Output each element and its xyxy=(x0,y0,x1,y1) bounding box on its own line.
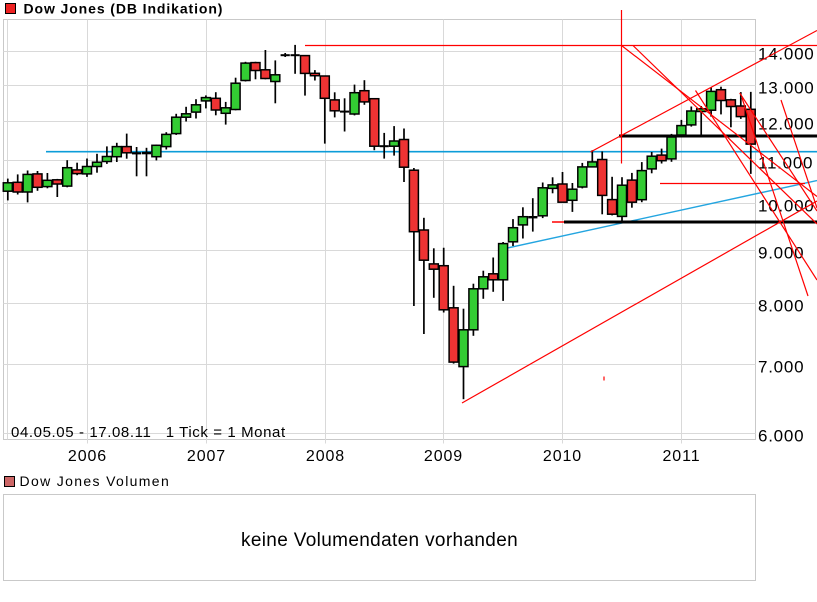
svg-text:2009: 2009 xyxy=(424,448,463,465)
svg-text:13.000: 13.000 xyxy=(758,79,815,98)
svg-text:2006: 2006 xyxy=(68,448,107,465)
svg-text:7.000: 7.000 xyxy=(758,358,804,377)
svg-text:2010: 2010 xyxy=(543,448,582,465)
svg-text:2008: 2008 xyxy=(306,448,345,465)
svg-text:2007: 2007 xyxy=(187,448,226,465)
svg-text:6.000: 6.000 xyxy=(758,427,804,446)
svg-text:2011: 2011 xyxy=(662,448,700,465)
svg-text:Dow Jones (DB Indikation): Dow Jones (DB Indikation) xyxy=(24,0,224,16)
svg-text:9.000: 9.000 xyxy=(758,244,804,263)
svg-text:8.000: 8.000 xyxy=(758,297,804,316)
svg-text:04.05.05 - 17.08.11 1 Tick =: 04.05.05 - 17.08.11 1 Tick = 1 Monat xyxy=(11,424,286,441)
svg-text:Dow Jones Volumen: Dow Jones Volumen xyxy=(20,473,171,489)
svg-text:keine Volumendaten vorhanden: keine Volumendaten vorhanden xyxy=(241,530,518,551)
